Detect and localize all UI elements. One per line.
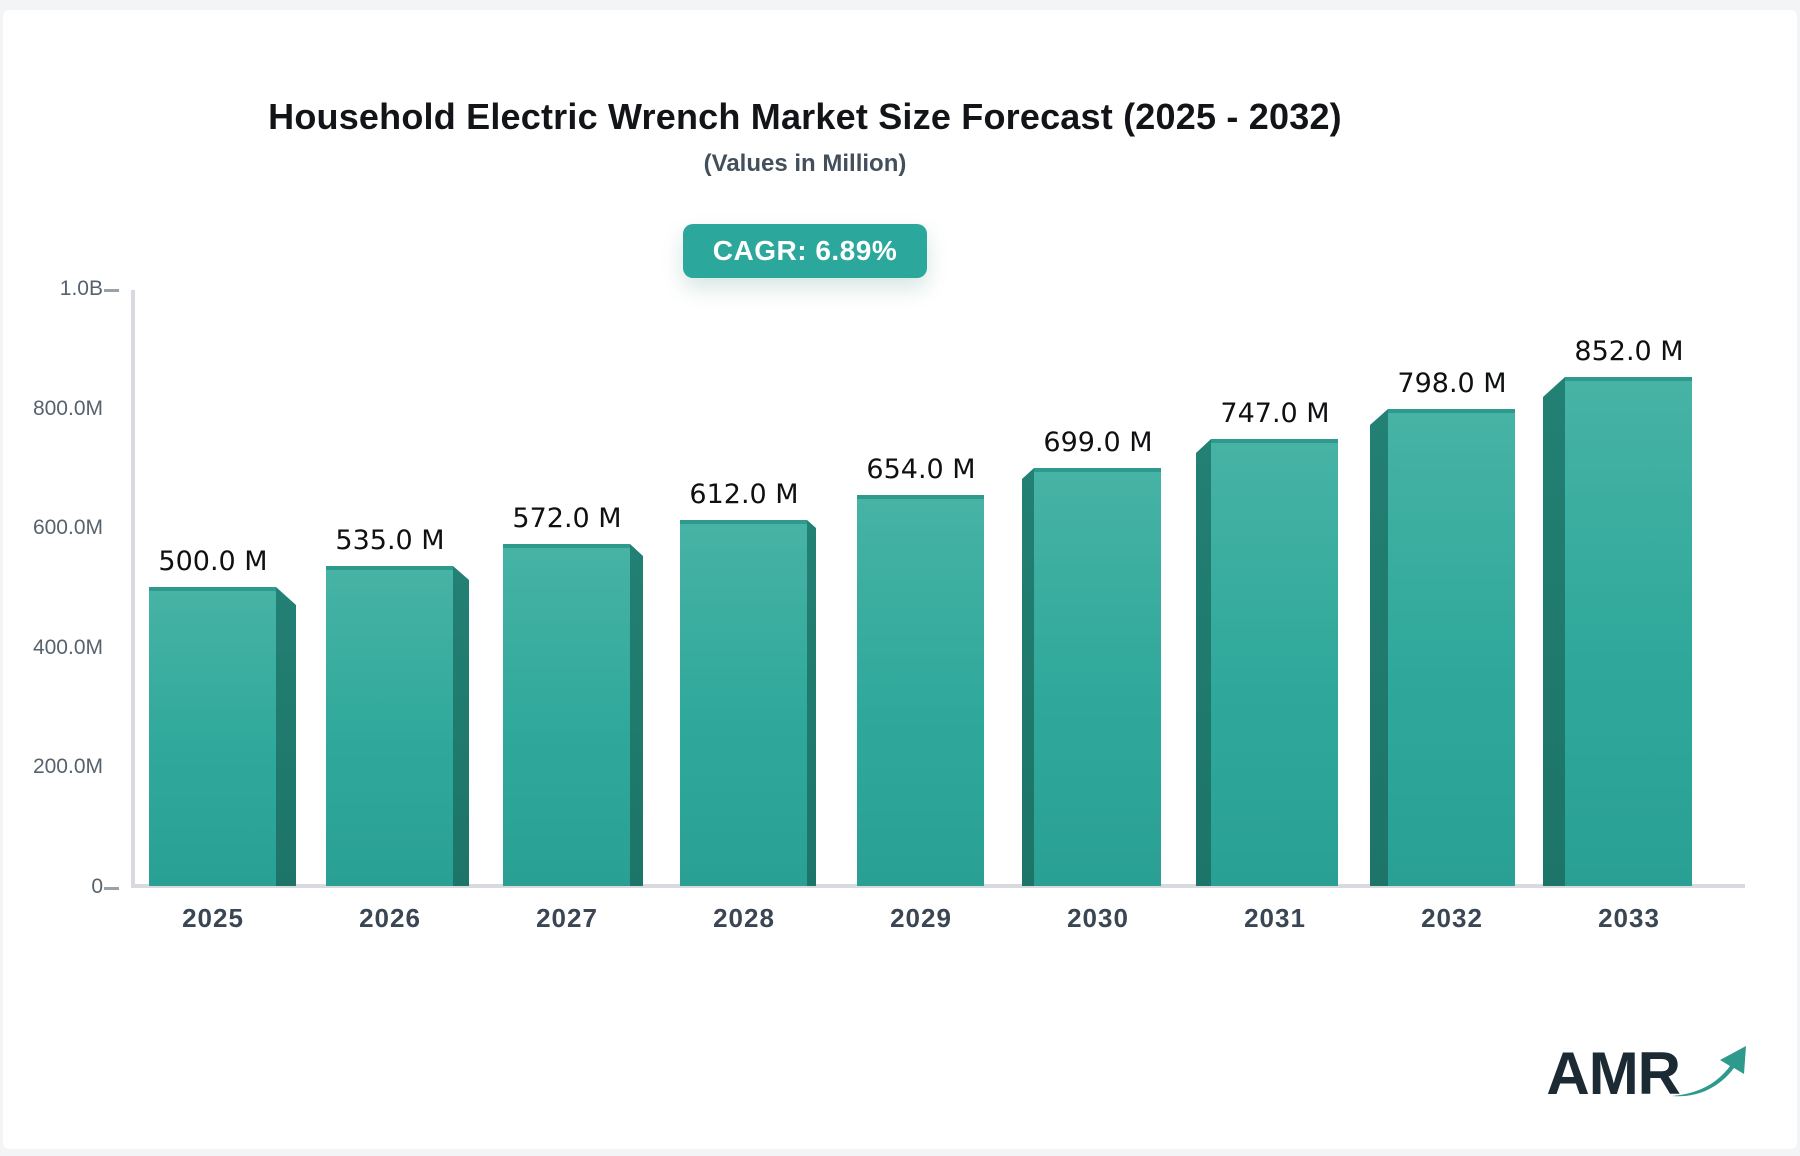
bar-side-2028 (807, 520, 816, 886)
chart-subtitle: (Values in Million) (703, 150, 907, 177)
x-axis-label-2032: 2032 (1421, 903, 1483, 933)
axis-tick-dash-bottom (104, 887, 119, 890)
bar-side-2031 (1196, 439, 1211, 886)
x-axis-line (131, 884, 1745, 888)
axis-tick-dash-top (104, 289, 119, 292)
bar-2028[interactable] (680, 520, 807, 886)
bar-value-label-2028: 612.0 M (689, 479, 799, 510)
bar-side-2027 (630, 544, 643, 886)
y-axis-tick-200.0M: 200.0M (32, 755, 103, 778)
bar-side-2026 (453, 566, 469, 886)
x-axis-label-2030: 2030 (1067, 903, 1129, 933)
x-axis-label-2031: 2031 (1244, 903, 1306, 933)
bar-2029[interactable] (857, 495, 984, 886)
bar-value-label-2026: 535.0 M (335, 525, 445, 556)
bar-side-2033 (1543, 377, 1565, 886)
bar-value-label-2031: 747.0 M (1220, 398, 1330, 429)
bar-value-label-2027: 572.0 M (512, 503, 622, 534)
amr-logo: AMR (1546, 1040, 1748, 1104)
logo-text: AMR (1546, 1040, 1681, 1107)
x-axis-label-2028: 2028 (713, 903, 775, 933)
bar-value-label-2030: 699.0 M (1043, 427, 1153, 458)
bar-2033[interactable] (1565, 377, 1692, 886)
y-axis-tick-1.0B: 1.0B (59, 277, 103, 300)
bar-value-label-2032: 798.0 M (1397, 368, 1507, 399)
cagr-badge-wrap: CAGR: 6.89% (0, 224, 1610, 278)
logo-arrow-icon (1672, 1046, 1746, 1097)
y-axis-tick-400.0M: 400.0M (32, 636, 103, 659)
x-axis-label-2025: 2025 (182, 903, 244, 933)
y-axis-tick-600.0M: 600.0M (32, 516, 103, 539)
bar-2030[interactable] (1034, 468, 1161, 886)
bar-side-2025 (276, 587, 296, 886)
x-axis-label-2026: 2026 (359, 903, 421, 933)
bar-value-label-2029: 654.0 M (866, 454, 976, 485)
cagr-badge: CAGR: 6.89% (682, 224, 928, 278)
bar-2025[interactable] (149, 587, 276, 886)
x-axis-label-2029: 2029 (890, 903, 952, 933)
bar-2031[interactable] (1211, 439, 1338, 886)
x-axis-label-2027: 2027 (536, 903, 598, 933)
bar-side-2030 (1022, 468, 1034, 886)
chart-title: Household Electric Wrench Market Size Fo… (268, 96, 1342, 137)
bar-2032[interactable] (1388, 409, 1515, 886)
bar-value-label-2025: 500.0 M (158, 546, 268, 577)
bar-side-2032 (1370, 409, 1388, 886)
bar-2026[interactable] (326, 566, 453, 886)
bar-value-label-2033: 852.0 M (1574, 336, 1684, 367)
x-axis-label-2033: 2033 (1598, 903, 1660, 933)
bar-2027[interactable] (503, 544, 630, 886)
y-axis-line (131, 290, 135, 888)
y-axis-tick-0: 0 (91, 875, 103, 898)
y-axis-tick-800.0M: 800.0M (32, 397, 103, 420)
